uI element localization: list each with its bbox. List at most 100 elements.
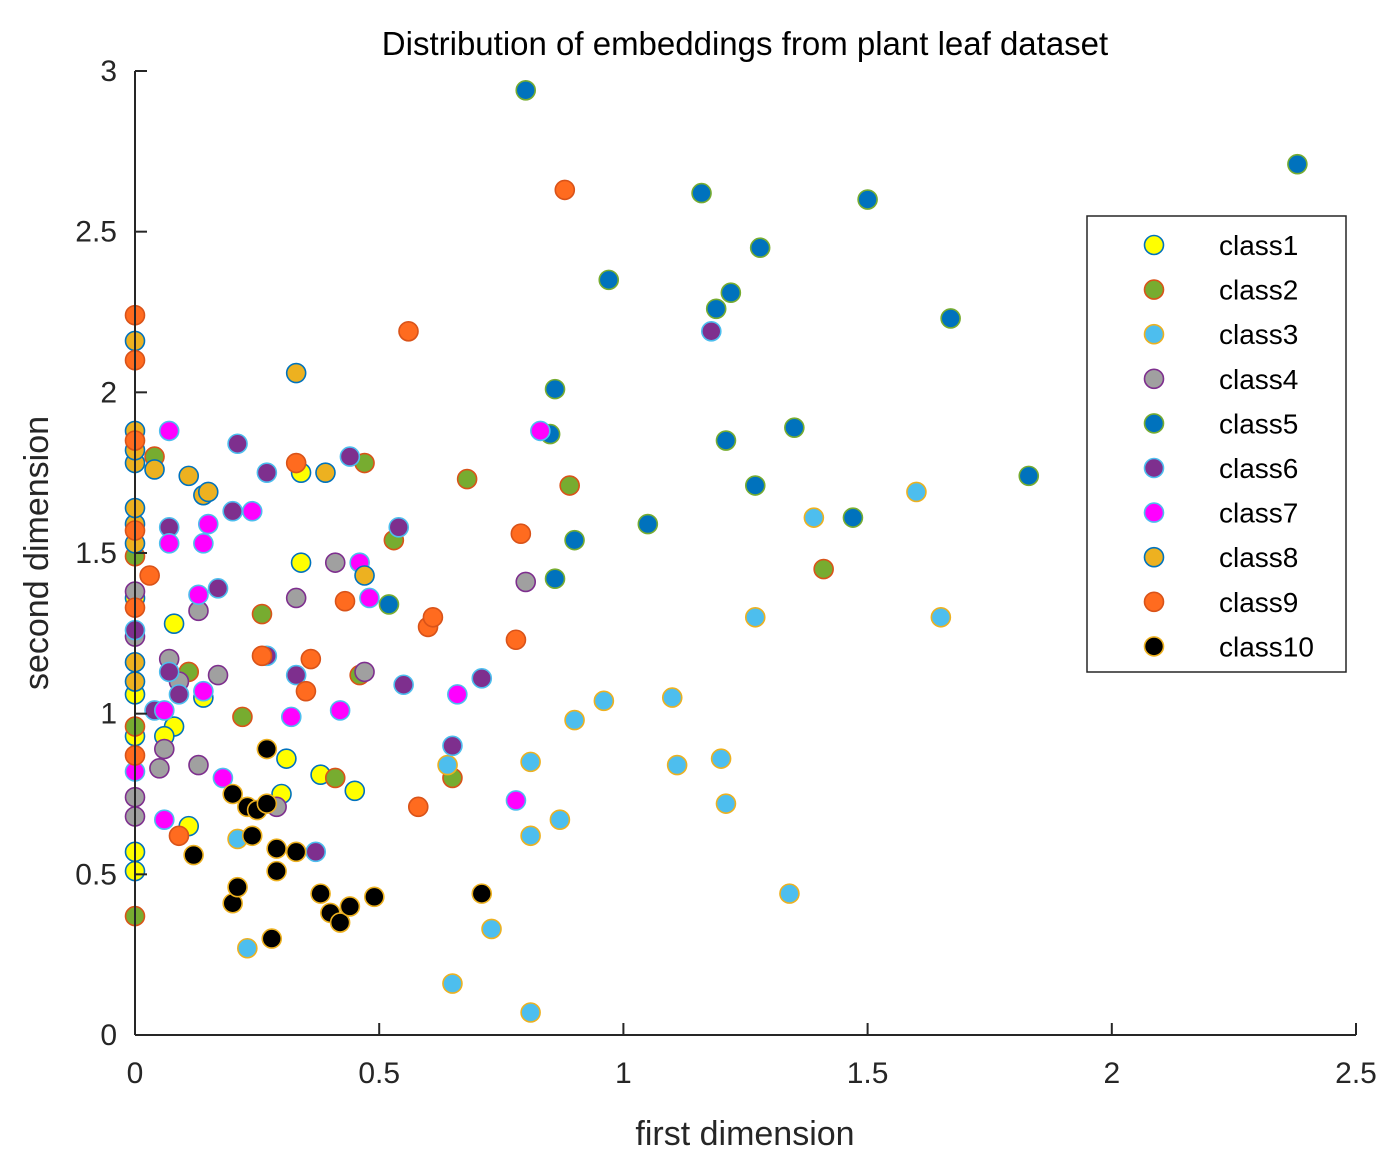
class9-point <box>334 590 356 612</box>
class10-point <box>266 838 287 859</box>
class10-point <box>256 793 278 814</box>
class3-point <box>666 754 688 776</box>
legend-item-class4: class4 <box>1143 364 1298 395</box>
class7-point <box>197 513 219 535</box>
class7-point <box>280 706 302 728</box>
class3-point <box>710 748 732 769</box>
x-tick-label: 2 <box>1103 1057 1120 1090</box>
x-tick-label: 1 <box>615 1057 632 1090</box>
class9-point <box>554 179 576 201</box>
class10-point <box>227 876 248 898</box>
class6-point <box>339 446 361 467</box>
class9-point <box>251 645 273 667</box>
class9-point <box>510 523 532 545</box>
class5-point <box>515 79 537 101</box>
class4-point <box>324 552 346 573</box>
class4-point <box>515 571 537 593</box>
class7-point <box>193 680 214 702</box>
class8-point <box>197 481 219 503</box>
class3-point <box>803 507 825 528</box>
class5-point <box>744 475 766 496</box>
class9-point <box>139 565 160 586</box>
class4-point <box>154 738 175 760</box>
class6-point <box>388 516 410 538</box>
class6-point <box>227 433 248 455</box>
legend-item-class10: class10 <box>1143 631 1314 662</box>
x-tick-label: 0 <box>127 1057 144 1090</box>
class2-point <box>559 475 580 496</box>
class10-point <box>266 860 287 882</box>
y-tick-label: 3 <box>100 55 117 88</box>
y-tick-label: 0 <box>100 1019 117 1052</box>
legend-label: class5 <box>1219 408 1298 439</box>
legend-item-class2: class2 <box>1143 275 1298 306</box>
class2-point <box>456 468 478 490</box>
class2-point <box>813 558 834 580</box>
legend-label: class3 <box>1219 319 1298 350</box>
class7-point <box>193 533 214 554</box>
class3-point <box>520 825 541 847</box>
class10-point <box>256 738 278 760</box>
class1-point <box>290 552 312 573</box>
class4-point <box>207 664 229 686</box>
class5-point <box>857 189 878 210</box>
class7-point <box>359 587 380 609</box>
class3-point <box>661 687 683 708</box>
class3-point <box>906 481 927 503</box>
legend-box <box>1086 215 1347 673</box>
class10-point <box>261 928 283 949</box>
class3-point <box>481 918 502 940</box>
class5-point <box>720 282 742 304</box>
legend-marker <box>1143 591 1165 613</box>
legend-item-class9: class9 <box>1143 587 1298 618</box>
class3-point <box>237 937 258 959</box>
class10-point <box>183 844 204 866</box>
class9-point <box>407 796 429 818</box>
y-tick-label: 2 <box>100 376 117 409</box>
class4-point <box>188 754 209 776</box>
class9-point <box>285 452 307 474</box>
y-tick-label: 1.5 <box>75 537 117 570</box>
class7-point <box>158 420 180 442</box>
class6-point <box>285 664 307 686</box>
class10-point <box>364 886 385 908</box>
class3-point <box>520 1002 541 1023</box>
y-tick-label: 0.5 <box>75 858 117 891</box>
chart-title: Distribution of embeddings from plant le… <box>382 25 1108 62</box>
class3-point <box>593 690 615 712</box>
y-tick-label: 2.5 <box>75 216 117 249</box>
legend-label: class4 <box>1219 364 1298 395</box>
class9-point <box>505 629 527 651</box>
class1-point <box>276 748 297 769</box>
legend-label: class1 <box>1219 230 1298 261</box>
legend-marker <box>1143 323 1165 345</box>
x-axis-label: first dimension <box>635 1115 854 1153</box>
legend-marker <box>1143 279 1165 300</box>
class6-point <box>207 578 229 599</box>
class6-point <box>158 661 180 683</box>
class4-point <box>285 587 307 609</box>
class7-point <box>447 684 468 705</box>
class5-point <box>378 594 400 615</box>
legend-marker <box>1143 457 1165 479</box>
class5-point <box>691 182 712 204</box>
legend-label: class10 <box>1219 631 1314 662</box>
class6-point <box>471 668 493 689</box>
x-tick-label: 1.5 <box>847 1057 889 1090</box>
class2-point <box>251 603 273 625</box>
class8-point <box>144 459 165 480</box>
legend-label: class6 <box>1219 453 1298 484</box>
class7-point <box>158 533 180 554</box>
class5-point <box>784 417 805 438</box>
class10-point <box>471 883 493 904</box>
class3-point <box>930 606 952 628</box>
legend: class1 class2 class3 class4 class5 class6 clas… <box>1086 215 1347 673</box>
legend-label: class9 <box>1219 587 1298 618</box>
class7-point <box>505 790 527 811</box>
legend-label: class8 <box>1219 542 1298 573</box>
class10-point <box>241 825 263 847</box>
class6-point <box>305 841 327 863</box>
class7-point <box>212 767 234 789</box>
class7-point <box>154 809 175 831</box>
